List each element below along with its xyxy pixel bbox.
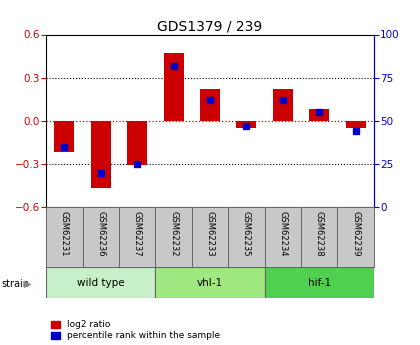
Title: GDS1379 / 239: GDS1379 / 239 [158, 19, 262, 33]
Text: GSM62239: GSM62239 [351, 210, 360, 256]
Bar [164, 53, 184, 121]
Bar [301, 207, 337, 267]
Bar [155, 267, 265, 298]
Bar [337, 207, 374, 267]
Bar [91, 121, 111, 188]
Bar [346, 121, 366, 128]
Text: GSM62231: GSM62231 [60, 210, 69, 256]
Bar [273, 89, 293, 121]
Bar [119, 207, 155, 267]
Text: wild type: wild type [77, 278, 125, 288]
Text: hif-1: hif-1 [307, 278, 331, 288]
Bar [46, 267, 155, 298]
Bar [155, 207, 192, 267]
Bar [83, 207, 119, 267]
Bar [55, 121, 74, 152]
Text: GSM62236: GSM62236 [96, 210, 105, 256]
Text: strain: strain [1, 279, 29, 288]
Bar [192, 207, 228, 267]
Bar [228, 207, 265, 267]
Bar [265, 207, 301, 267]
Bar [127, 121, 147, 165]
Bar [236, 121, 257, 128]
Legend: log2 ratio, percentile rank within the sample: log2 ratio, percentile rank within the s… [51, 320, 220, 341]
Text: GSM62238: GSM62238 [315, 210, 324, 256]
Bar [265, 267, 374, 298]
Bar [309, 109, 329, 121]
Text: GSM62233: GSM62233 [205, 210, 215, 256]
Text: GSM62235: GSM62235 [242, 210, 251, 256]
Text: vhl-1: vhl-1 [197, 278, 223, 288]
Text: GSM62234: GSM62234 [278, 210, 287, 256]
Text: GSM62237: GSM62237 [133, 210, 142, 256]
Text: GSM62232: GSM62232 [169, 210, 178, 256]
Bar [46, 207, 83, 267]
Bar [200, 89, 220, 121]
Text: ▶: ▶ [24, 279, 32, 288]
